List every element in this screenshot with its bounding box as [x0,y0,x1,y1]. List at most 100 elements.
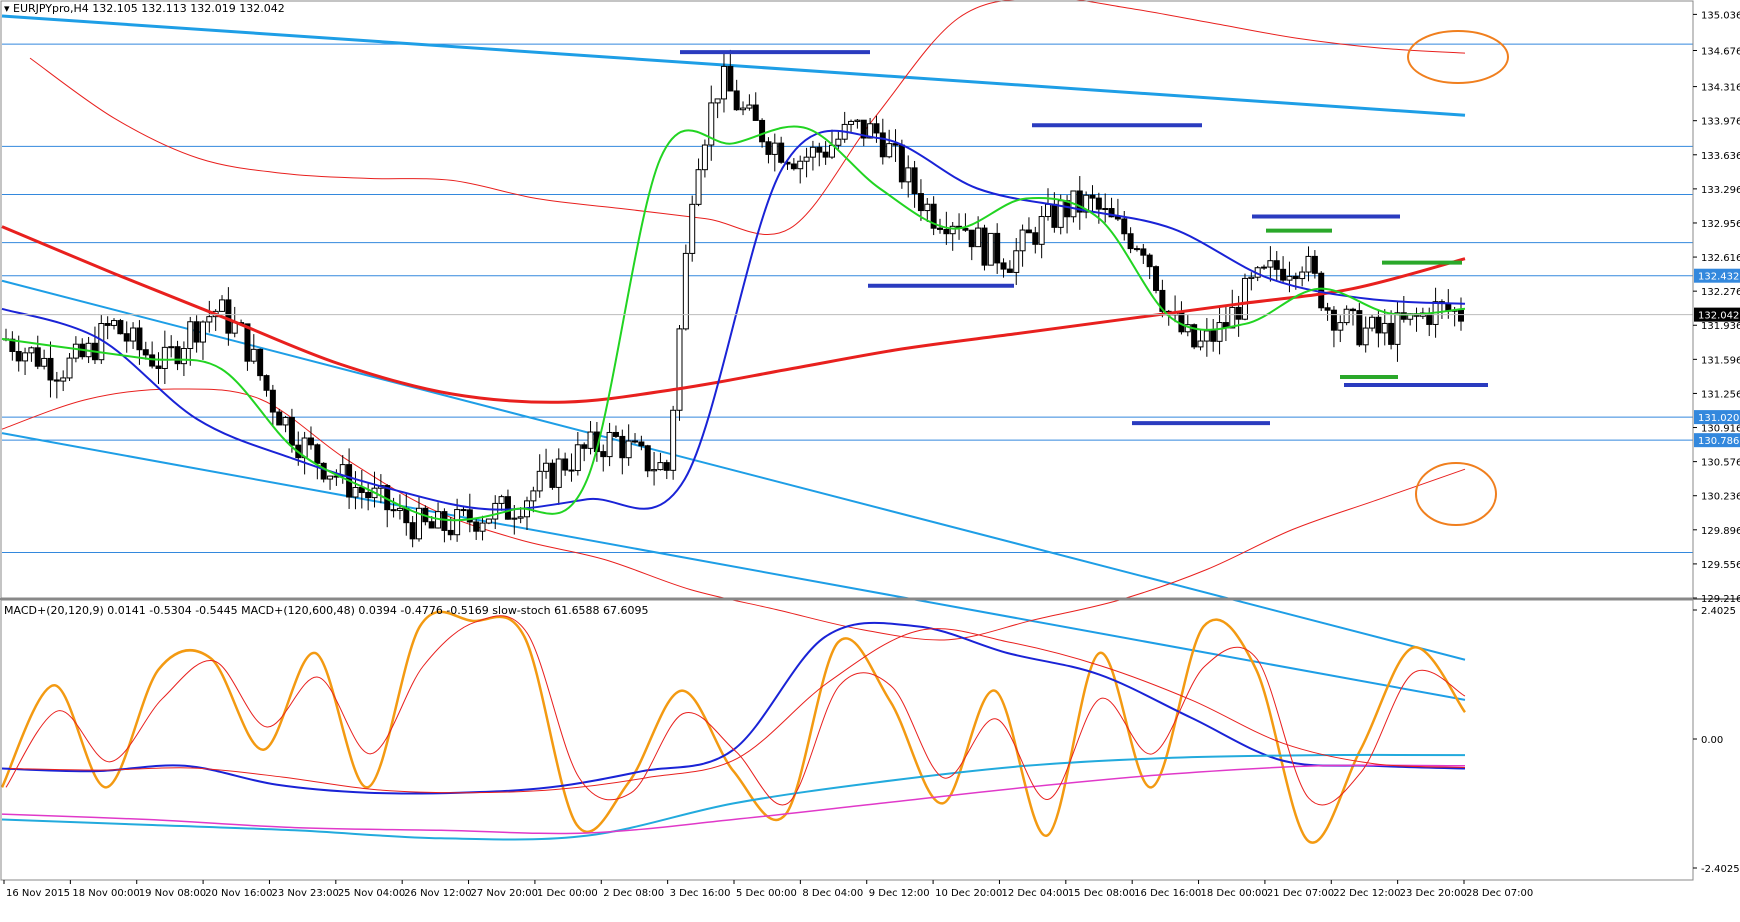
candle-body [288,416,295,446]
candle-body [390,509,397,512]
candle-body [733,90,740,111]
candle-body [1349,308,1356,312]
candle-body [307,437,314,446]
x-tick-label: 12 Dec 04:00 [1001,888,1068,899]
candle-body [778,142,785,163]
candle-body [1356,310,1363,346]
indicator-panel [0,610,1467,844]
y-tick-label: 133.636 [1701,151,1740,162]
x-tick-label: 18 Dec 00:00 [1201,888,1268,899]
candle-body [568,469,575,472]
candle-body [250,348,257,362]
candle-body [1343,308,1350,324]
candle-body [562,458,569,471]
y-tick-label: 129.556 [1701,560,1740,571]
candle-body [1159,289,1166,312]
candle-body [219,299,226,312]
candle-body [1006,268,1013,273]
candle-body [1267,260,1274,268]
candle-body [504,496,511,520]
y-tick-label: 129.896 [1701,526,1740,537]
candle-body [746,104,753,109]
candle-body [479,522,486,532]
candle-body [1273,260,1280,270]
x-tick-label: 27 Nov 20:00 [471,888,538,899]
candle-body [962,227,969,231]
candle-body [701,144,708,171]
candle-body [1076,190,1083,213]
candle-body [1369,316,1376,329]
x-tick-label: 5 Dec 00:00 [736,888,797,899]
candle-body [530,490,537,502]
trend-line-2 [1,432,1466,701]
candle-body [320,462,327,480]
candle-body [740,107,747,111]
candle-body [193,321,200,343]
candle-body [1102,208,1109,211]
candle-body [848,120,855,125]
candle-body [676,328,683,411]
candle-body [206,316,213,323]
circle-top [1407,30,1509,84]
candle-body [936,227,943,230]
y-tick-label: 132.616 [1701,253,1740,264]
candle-body [663,462,670,471]
candle-body [695,169,702,205]
candle-body [1388,322,1395,345]
candle-body [803,156,810,162]
candle-body [1191,324,1198,348]
y-tick-label: 130.916 [1701,424,1740,435]
candle-body [994,232,1001,264]
y-tick-label: 131.256 [1701,389,1740,400]
price-label-current: 132.042 [1698,311,1739,322]
candle-body [72,343,79,359]
candle-body [1133,248,1140,251]
candle-body [809,146,816,158]
candle-body [905,167,912,183]
y-tick-label: 132.276 [1701,287,1740,298]
candle-body [1095,197,1102,210]
price-label-level_a: 131.020 [1698,413,1739,424]
candle-body [314,444,321,464]
indicator-series-2 [1,753,1466,841]
x-tick-label: 21 Dec 07:00 [1267,888,1334,899]
candle-body [1121,218,1128,235]
candle-body [1089,194,1096,199]
candle-body [1083,194,1090,213]
candle-body [581,444,588,449]
candle-body [917,193,924,212]
ma-green [1,125,1466,522]
candle-body [269,389,276,413]
candle-body [968,229,975,248]
dropdown-icon[interactable]: ▾ [4,2,10,15]
candle-body [1324,307,1331,311]
candle-body [1045,203,1052,218]
candle-body [1051,203,1058,228]
candle-body [657,462,664,471]
x-tick-label: 18 Nov 00:00 [72,888,139,899]
candle-body [1013,250,1020,273]
candle-body [257,348,264,377]
candle-body [1025,229,1032,234]
candle-body [492,502,499,520]
candle-body [1241,277,1248,320]
price-label-upper_level: 132.432 [1698,272,1739,283]
x-tick-label: 25 Nov 04:00 [338,888,405,899]
indicator-info: MACD+(20,120,9) 0.0141 -0.5304 -0.5445 M… [4,604,649,617]
price-label-level_b: 130.786 [1698,436,1739,447]
x-tick-label: 9 Dec 12:00 [869,888,930,899]
candle-body [765,141,772,155]
candle-body [816,146,823,153]
candle-body [28,347,35,354]
candle-body [1038,216,1045,245]
candle-body [1458,309,1464,322]
x-tick-label: 23 Dec 20:00 [1400,888,1467,899]
candle-body [396,507,403,511]
candle-body [1127,233,1134,250]
ind-tick-label: 0.00 [1701,735,1723,746]
x-tick-label: 22 Dec 12:00 [1333,888,1400,899]
candle-body [111,320,118,326]
candle-body [536,470,543,492]
candle-body [1305,255,1312,273]
candle-body [1261,266,1268,269]
